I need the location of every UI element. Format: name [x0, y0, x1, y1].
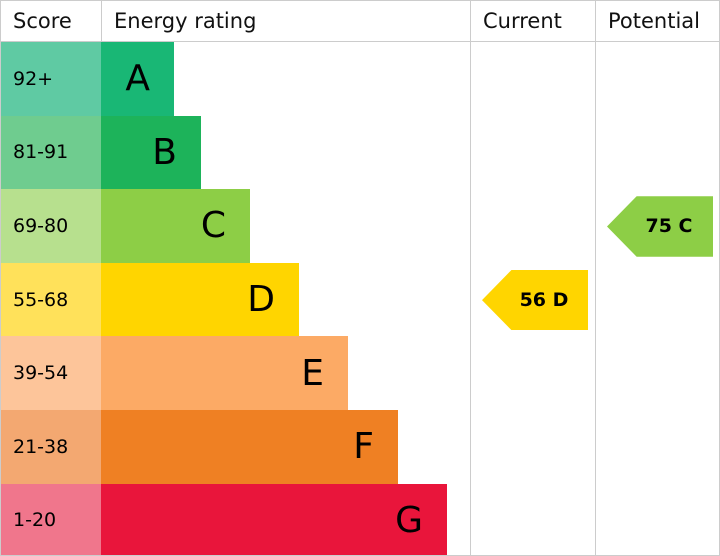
- divider: [595, 1, 596, 555]
- header-rating: Energy rating: [114, 9, 257, 33]
- current-arrow: 56 D: [482, 269, 588, 331]
- rating-bar: D: [101, 262, 299, 337]
- divider: [470, 1, 471, 555]
- score-cell: 55-68: [1, 262, 101, 337]
- header-current: Current: [483, 9, 562, 33]
- rating-bar: E: [101, 336, 348, 410]
- header-score: Score: [13, 9, 72, 33]
- rating-bar: B: [101, 115, 201, 190]
- header-potential: Potential: [608, 9, 700, 33]
- score-cell: 1-20: [1, 483, 101, 555]
- score-cell: 21-38: [1, 410, 101, 484]
- rating-bar: G: [101, 483, 447, 555]
- rating-bar: C: [101, 189, 250, 263]
- score-cell: 39-54: [1, 336, 101, 410]
- score-cell: 69-80: [1, 189, 101, 263]
- divider: [1, 41, 719, 42]
- rating-bar: A: [101, 42, 174, 116]
- score-cell: 81-91: [1, 115, 101, 190]
- score-cell: 92+: [1, 42, 101, 116]
- potential-arrow: 75 C: [607, 196, 713, 257]
- rating-bar: F: [101, 410, 398, 484]
